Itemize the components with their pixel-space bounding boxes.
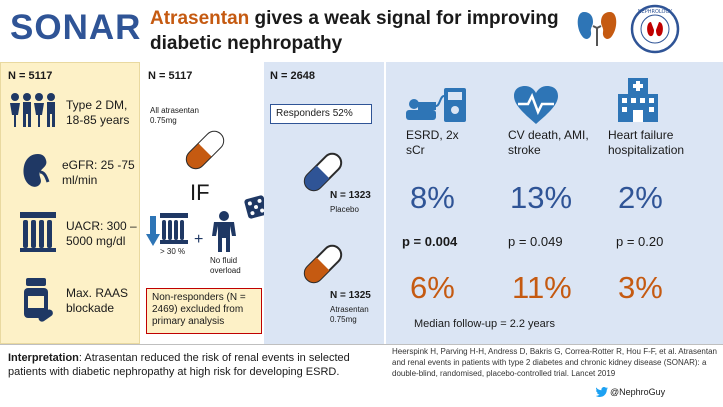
atrasentan-label: Atrasentan 0.75mg xyxy=(330,305,369,324)
responders-box: Responders 52% xyxy=(270,104,372,124)
arrow-down-icon xyxy=(146,216,160,246)
placebo-rate-esrd: 8% xyxy=(410,180,455,215)
nephrology-seal-icon: NEPHROLOGY xyxy=(630,4,680,54)
people-icon xyxy=(8,92,60,128)
enrichment-n: N = 5117 xyxy=(148,70,193,82)
placebo-pill-icon xyxy=(296,146,350,198)
atrasentan-n: N = 1325 xyxy=(330,290,371,301)
followup-label: Median follow-up = 2.2 years xyxy=(414,318,555,330)
title-line2: diabetic nephropathy xyxy=(150,33,343,54)
population-panel xyxy=(0,62,140,344)
interpretation-label: Interpretation xyxy=(8,352,79,364)
title-line1: gives a weak signal for improving xyxy=(254,8,559,29)
p-value-esrd: p = 0.004 xyxy=(402,234,458,249)
outcome-label-cv: CV death, AMI, stroke xyxy=(508,128,589,157)
footer xyxy=(0,344,723,407)
outcome-label-esrd: ESRD, 2x sCr xyxy=(406,128,459,157)
population-n: N = 5117 xyxy=(8,70,53,82)
twitter-handle[interactable]: @NephroGuy xyxy=(610,387,666,397)
population-egfr: eGFR: 25 -75 ml/min xyxy=(62,158,135,187)
population-age: Type 2 DM, 18-85 years xyxy=(66,98,130,127)
kidneys-logo-icon xyxy=(574,6,620,48)
placebo-rate-hf: 2% xyxy=(618,180,663,215)
kidney-icon xyxy=(20,152,52,192)
p-value-hf: p = 0.20 xyxy=(616,234,664,249)
person-icon xyxy=(208,210,240,254)
atrasentan-rate-esrd: 6% xyxy=(410,270,455,305)
atrasentan-rate-hf: 3% xyxy=(618,270,663,305)
dialysis-icon xyxy=(404,84,468,124)
atrasentan-pill-2-icon xyxy=(296,238,350,290)
atrasentan-pill-icon xyxy=(178,124,232,176)
lab-tube-icon xyxy=(18,210,58,254)
population-uacr: UACR: 300 – 5000 mg/dl xyxy=(66,219,137,248)
outcome-label-hf: Heart failure hospitalization xyxy=(608,128,685,157)
placebo-label: Placebo xyxy=(330,205,359,214)
placebo-rate-cv: 13% xyxy=(510,180,573,215)
pill-bottle-icon xyxy=(20,276,56,324)
p-value-cv: p = 0.049 xyxy=(508,234,563,249)
twitter-icon xyxy=(596,387,608,397)
title-highlight: Atrasentan xyxy=(150,8,250,29)
placebo-n: N = 1323 xyxy=(330,190,371,201)
if-label: IF xyxy=(190,180,210,205)
interpretation: Interpretation: Atrasentan reduced the r… xyxy=(8,351,380,379)
atrasentan-rate-cv: 11% xyxy=(512,270,572,305)
outcomes-panel xyxy=(386,62,723,344)
brand-title: SONAR xyxy=(10,8,142,47)
heart-pulse-icon xyxy=(512,84,560,126)
hospital-icon xyxy=(614,76,662,124)
lab-tube-small-icon xyxy=(159,212,189,246)
reference: Heerspink H, Parving H-H, Andress D, Bak… xyxy=(392,347,717,378)
reduction-label: > 30 % xyxy=(160,247,186,256)
population-raas: Max. RAAS blockade xyxy=(66,286,129,315)
nonresponders-box: Non-responders (N = 2469) excluded from … xyxy=(146,288,262,334)
header xyxy=(0,0,723,62)
plus-icon: + xyxy=(194,231,204,248)
page-title: Atrasentan gives a weak signal for impro… xyxy=(150,6,570,56)
enrichment-group: All atrasentan 0.75mg xyxy=(150,106,199,125)
randomized-n: N = 2648 xyxy=(270,70,315,82)
svg-text:NEPHROLOGY: NEPHROLOGY xyxy=(638,9,673,15)
no-fluid-label: No fluid overload xyxy=(210,256,241,275)
interpretation-text: : Atrasentan reduced the risk of renal e… xyxy=(8,352,350,378)
